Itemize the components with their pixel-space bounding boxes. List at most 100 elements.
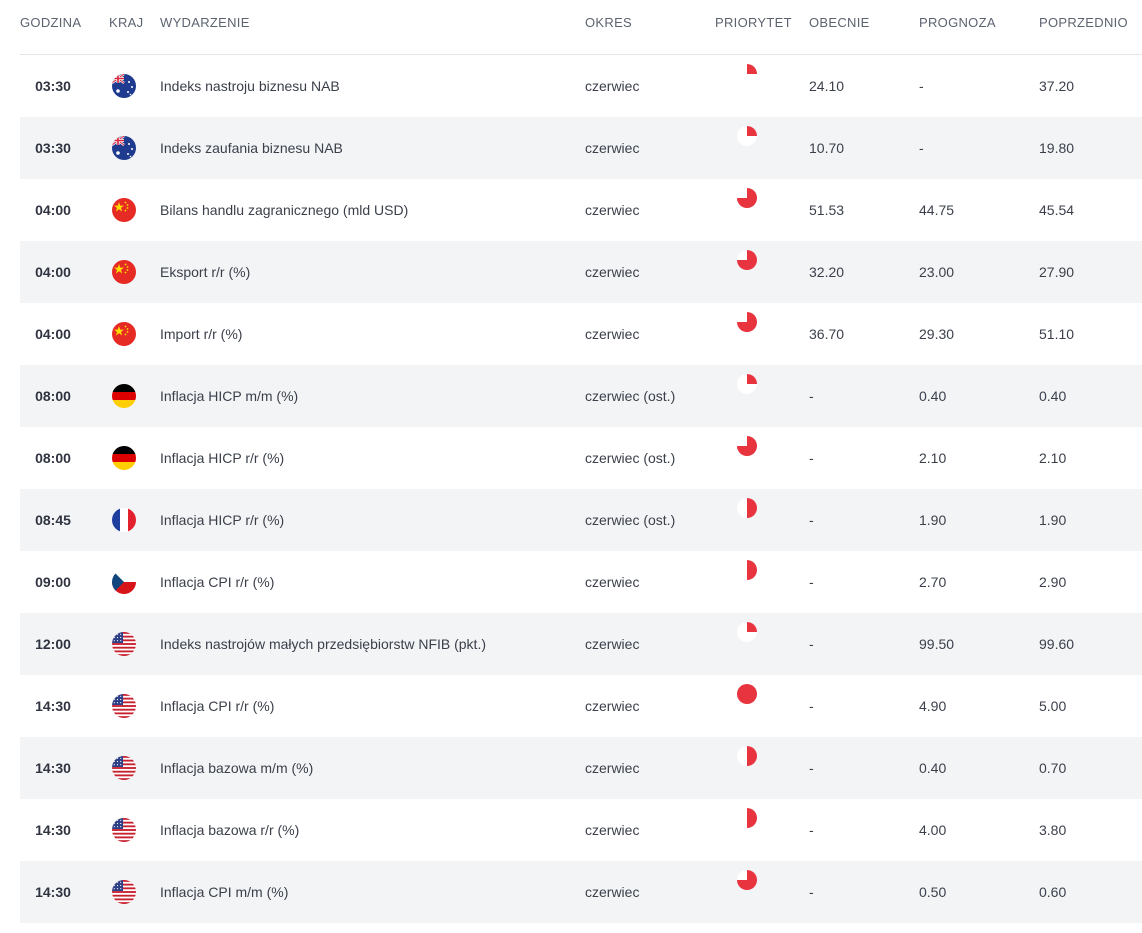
previous-value: 19.80 [1039, 140, 1075, 156]
priority-pie-icon [736, 621, 758, 643]
previous-value: 0.60 [1039, 884, 1067, 900]
table-row[interactable]: 04:00 Eksport r/r (%) czerwiec 32.20 23.00 27… [20, 241, 1142, 303]
previous-value: 37.20 [1039, 78, 1075, 94]
header-forecast[interactable]: PROGNOZA [919, 15, 996, 30]
forecast-value: 0.50 [919, 884, 947, 900]
event-time: 04:00 [35, 326, 71, 342]
previous-value: 0.40 [1039, 388, 1067, 404]
table-row[interactable]: 03:30 Indeks nastroju biznesu NAB czerwiec… [20, 55, 1142, 117]
forecast-value: 0.40 [919, 760, 947, 776]
priority-pie-icon [736, 311, 758, 333]
table-row[interactable]: 04:00 Bilans handlu zagranicznego (mld US… [20, 179, 1142, 241]
previous-value: 3.80 [1039, 822, 1067, 838]
priority-pie-icon [736, 187, 758, 209]
table-row[interactable]: 08:00 Inflacja HICP m/m (%) czerwiec (ost.… [20, 365, 1142, 427]
actual-value: - [809, 636, 814, 652]
actual-value: 32.20 [809, 264, 845, 280]
forecast-value: 1.90 [919, 512, 947, 528]
china-flag-icon [112, 260, 136, 284]
previous-value: 51.10 [1039, 326, 1075, 342]
event-period: czerwiec (ost.) [585, 388, 676, 404]
previous-value: 27.90 [1039, 264, 1075, 280]
china-flag-icon [112, 198, 136, 222]
forecast-value: 0.40 [919, 388, 947, 404]
event-time: 14:30 [35, 884, 71, 900]
priority-pie-icon [736, 497, 758, 519]
priority-pie-icon [736, 745, 758, 767]
actual-value: - [809, 884, 814, 900]
australia-flag-icon [112, 136, 136, 160]
usa-flag-icon [112, 818, 136, 842]
table-row[interactable]: 08:00 Inflacja HICP r/r (%) czerwiec (ost.… [20, 427, 1142, 489]
event-name: Indeks nastroju biznesu NAB [160, 78, 340, 94]
actual-value: 24.10 [809, 78, 845, 94]
event-name: Inflacja HICP r/r (%) [160, 512, 285, 528]
actual-value: 10.70 [809, 140, 845, 156]
actual-value: - [809, 574, 814, 590]
event-name: Inflacja HICP r/r (%) [160, 450, 285, 466]
event-name: Inflacja bazowa r/r (%) [160, 822, 300, 838]
event-name: Indeks nastrojów małych przedsiębiorstw … [160, 636, 486, 652]
australia-flag-icon [112, 74, 136, 98]
header-country[interactable]: KRAJ [109, 15, 144, 30]
header-priority[interactable]: PRIORYTET [715, 15, 792, 30]
header-actual[interactable]: OBECNIE [809, 15, 870, 30]
forecast-value: 44.75 [919, 202, 955, 218]
event-name: Inflacja bazowa m/m (%) [160, 760, 314, 776]
table-row[interactable]: 09:00 Inflacja CPI r/r (%) czerwiec - 2.70 2.… [20, 551, 1142, 613]
usa-flag-icon [112, 756, 136, 780]
event-period: czerwiec [585, 760, 640, 776]
previous-value: 1.90 [1039, 512, 1067, 528]
table-row[interactable]: 14:30 Inflacja CPI r/r (%) czerwiec - 4.90 5.… [20, 675, 1142, 737]
event-name: Bilans handlu zagranicznego (mld USD) [160, 202, 409, 218]
event-name: Eksport r/r (%) [160, 264, 251, 280]
table-header: GODZINA KRAJ WYDARZENIE OKRES PRIORYTET … [20, 0, 1142, 55]
germany-flag-icon [112, 384, 136, 408]
header-period[interactable]: OKRES [585, 15, 633, 30]
event-name: Inflacja CPI r/r (%) [160, 698, 275, 714]
forecast-value: 2.10 [919, 450, 947, 466]
table-row[interactable]: 12:00 Indeks nastrojów małych przedsiębio… [20, 613, 1142, 675]
event-period: czerwiec [585, 822, 640, 838]
previous-value: 2.90 [1039, 574, 1067, 590]
actual-value: - [809, 698, 814, 714]
table-row[interactable]: 14:30 Inflacja CPI m/m (%) czerwiec - 0.50 0.… [20, 861, 1142, 923]
header-event[interactable]: WYDARZENIE [160, 15, 250, 30]
priority-pie-icon [736, 435, 758, 457]
event-period: czerwiec [585, 326, 640, 342]
table-row[interactable]: 14:30 Inflacja bazowa r/r (%) czerwiec - 4.0… [20, 799, 1142, 861]
priority-pie-icon [736, 249, 758, 271]
forecast-value: - [919, 140, 924, 156]
event-time: 09:00 [35, 574, 71, 590]
previous-value: 2.10 [1039, 450, 1067, 466]
czech-flag-icon [112, 570, 136, 594]
event-name: Inflacja CPI r/r (%) [160, 574, 275, 590]
event-period: czerwiec [585, 78, 640, 94]
event-time: 14:30 [35, 822, 71, 838]
priority-pie-icon [736, 63, 758, 85]
event-period: czerwiec (ost.) [585, 450, 676, 466]
event-period: czerwiec [585, 140, 640, 156]
event-time: 03:30 [35, 78, 71, 94]
china-flag-icon [112, 322, 136, 346]
priority-pie-icon [736, 373, 758, 395]
previous-value: 99.60 [1039, 636, 1075, 652]
event-period: czerwiec [585, 636, 640, 652]
table-row[interactable]: 08:45 Inflacja HICP r/r (%) czerwiec (ost.… [20, 489, 1142, 551]
table-row[interactable]: 03:30 Indeks zaufania biznesu NAB czerwiec… [20, 117, 1142, 179]
forecast-value: 23.00 [919, 264, 955, 280]
forecast-value: - [919, 78, 924, 94]
header-previous[interactable]: POPRZEDNIO [1039, 15, 1128, 30]
event-name: Inflacja HICP m/m (%) [160, 388, 299, 404]
event-time: 08:00 [35, 450, 71, 466]
event-time: 08:45 [35, 512, 71, 528]
header-time[interactable]: GODZINA [20, 15, 82, 30]
table-body: 03:30 Indeks nastroju biznesu NAB czerwiec… [0, 55, 1142, 923]
usa-flag-icon [112, 694, 136, 718]
table-row[interactable]: 04:00 Import r/r (%) czerwiec 36.70 29.30 51.… [20, 303, 1142, 365]
event-period: czerwiec [585, 698, 640, 714]
table-row[interactable]: 14:30 Inflacja bazowa m/m (%) czerwiec - 0.4… [20, 737, 1142, 799]
event-time: 03:30 [35, 140, 71, 156]
actual-value: - [809, 450, 814, 466]
